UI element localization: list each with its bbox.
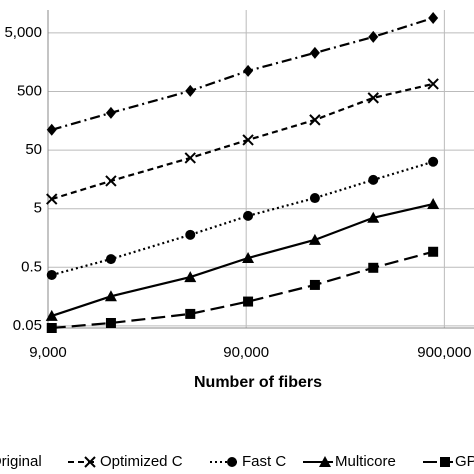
marker (105, 254, 116, 265)
legend-label: GPU (455, 453, 474, 470)
marker (243, 296, 254, 307)
marker (309, 279, 320, 290)
marker (309, 46, 320, 59)
marker (309, 193, 320, 204)
marker (242, 252, 255, 264)
marker (46, 269, 57, 280)
marker (309, 114, 321, 126)
marker (45, 309, 58, 321)
marker (184, 271, 197, 283)
marker (319, 456, 331, 467)
legend-label: Optimized C (100, 453, 183, 470)
marker (428, 156, 439, 167)
marker (243, 64, 254, 77)
y-tick-label: 50 (25, 141, 42, 158)
marker (46, 323, 57, 333)
marker (368, 262, 379, 273)
y-tick-label: 5 (34, 200, 42, 217)
y-tick-label: 0.05 (13, 317, 42, 334)
marker (427, 78, 439, 90)
marker (105, 175, 117, 187)
x-axis-label: Number of fibers (194, 374, 322, 391)
marker (308, 233, 321, 245)
marker (427, 198, 440, 210)
marker (440, 457, 450, 467)
marker (185, 308, 196, 319)
marker (428, 11, 439, 24)
x-tick-label: 90,000 (223, 344, 269, 361)
marker (367, 211, 380, 223)
y-tick-label: 5,000 (4, 24, 42, 41)
marker (46, 123, 57, 136)
marker (184, 152, 196, 164)
marker (242, 134, 254, 146)
marker (368, 174, 379, 185)
marker (104, 290, 117, 302)
x-tick-label: 9,000 (29, 344, 67, 361)
marker (84, 456, 96, 468)
legend-label: Original (0, 453, 42, 470)
legend-label: Multicore (335, 453, 396, 470)
marker (185, 84, 196, 97)
legend-label: Fast C (242, 453, 286, 470)
y-tick-label: 500 (17, 82, 42, 99)
marker (243, 210, 254, 221)
marker (105, 317, 116, 328)
marker (46, 193, 58, 205)
marker (367, 92, 379, 104)
y-tick-label: 0.5 (21, 258, 42, 275)
marker (227, 457, 237, 467)
marker (185, 229, 196, 240)
x-tick-label: 900,000 (417, 344, 471, 361)
marker (368, 30, 379, 43)
marker (428, 246, 439, 257)
marker (105, 106, 116, 119)
